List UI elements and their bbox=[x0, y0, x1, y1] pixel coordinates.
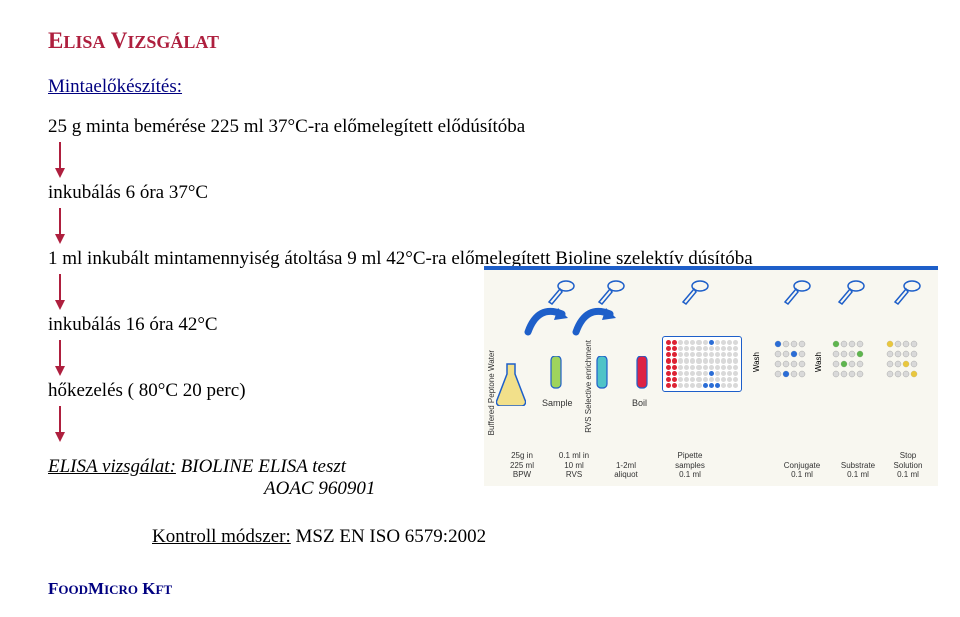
title-sc: LISA bbox=[63, 32, 105, 52]
tube-icon bbox=[548, 356, 564, 394]
diagram-bottom-label: StopSolution0.1 ml bbox=[882, 451, 934, 480]
kontroll-rest: MSZ EN ISO 6579:2002 bbox=[291, 526, 486, 547]
well-plate-icon bbox=[662, 336, 742, 392]
diagram-bottom-label: Pipettesamples0.1 ml bbox=[664, 451, 716, 480]
workflow-diagram: Buffered Peptone Water Sample RVS Select… bbox=[484, 266, 938, 486]
tube-icon bbox=[594, 356, 610, 394]
tube-icon bbox=[634, 356, 650, 394]
footer-brand: FOODMICRO KFT bbox=[48, 579, 172, 599]
footer-p: K bbox=[142, 579, 155, 598]
footer-sc: FT bbox=[156, 582, 173, 597]
arrow-icon bbox=[54, 142, 912, 178]
diagram-bottom-label: 25g in225 mlBPW bbox=[496, 451, 548, 480]
diagram-bottom-label: 1-2mlaliquot bbox=[600, 461, 652, 480]
step-2: inkubálás 6 óra 37°C bbox=[48, 182, 912, 204]
wash-label: Wash bbox=[814, 352, 823, 372]
flask-icon bbox=[496, 362, 526, 406]
footer-p: F bbox=[48, 579, 58, 598]
arrow-icon bbox=[54, 208, 912, 244]
wash-label: Wash bbox=[752, 352, 761, 372]
diagram-bottom-label: Conjugate0.1 ml bbox=[776, 461, 828, 480]
flask-vlabel: Buffered Peptone Water bbox=[487, 350, 496, 435]
diagram-bottom-label: Substrate0.1 ml bbox=[832, 461, 884, 480]
title-part2: V bbox=[111, 28, 128, 53]
diagram-bottom-label: 0.1 ml in10 mlRVS bbox=[548, 451, 600, 480]
page-title: ELISA VIZSGÁLAT bbox=[48, 28, 912, 54]
boil-label: Boil bbox=[632, 398, 647, 408]
kontroll-label: Kontroll módszer: bbox=[152, 526, 291, 547]
step-1: 25 g minta bemérése 225 ml 37°C-ra előme… bbox=[48, 116, 912, 138]
sample-label: Sample bbox=[542, 398, 573, 408]
section-heading: Mintaelőkészítés: bbox=[48, 76, 912, 98]
footer-sc: ICRO bbox=[104, 582, 138, 597]
elisa-rest: BIOLINE ELISA teszt bbox=[176, 456, 346, 477]
footer-p: M bbox=[88, 579, 104, 598]
footer-sc: OOD bbox=[58, 582, 88, 597]
rvs-vlabel: RVS Selective enrichment bbox=[584, 340, 593, 433]
kontroll-line: Kontroll módszer: MSZ EN ISO 6579:2002 bbox=[152, 526, 912, 548]
elisa-label: ELISA vizsgálat: bbox=[48, 456, 176, 477]
title-sc2: IZSGÁLAT bbox=[127, 32, 219, 52]
title-part: E bbox=[48, 28, 63, 53]
